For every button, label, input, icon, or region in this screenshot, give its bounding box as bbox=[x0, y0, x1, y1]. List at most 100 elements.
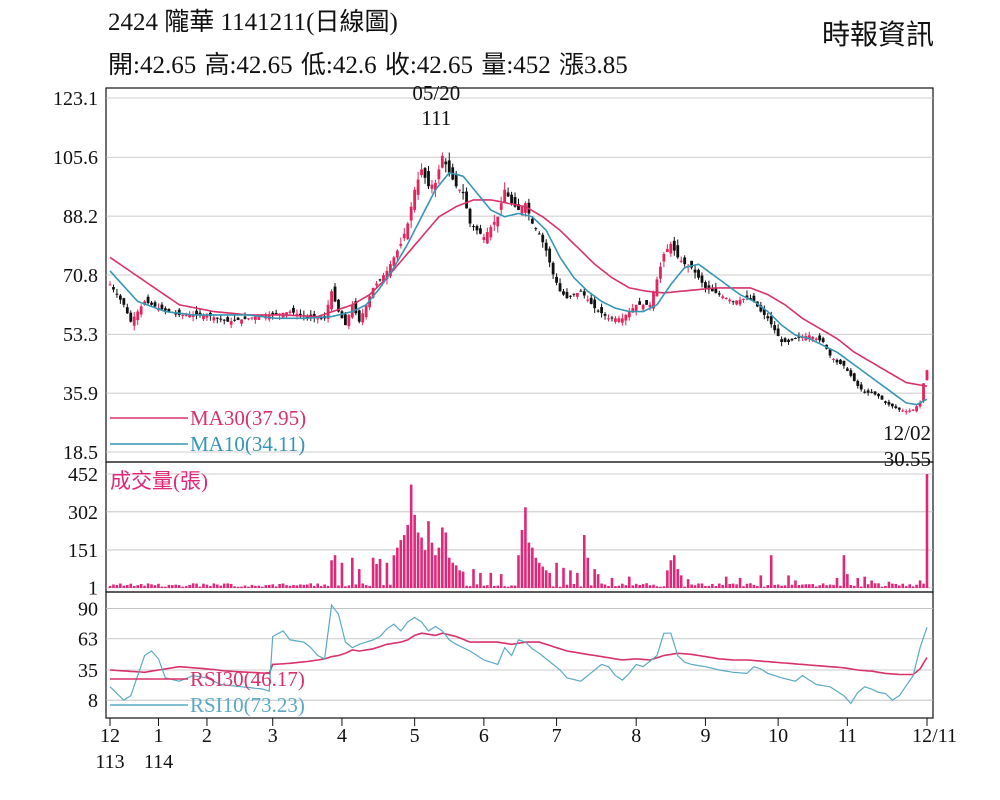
quote-2: 低:42.6 bbox=[300, 52, 383, 79]
volume-bar bbox=[146, 583, 150, 588]
candle-body bbox=[766, 316, 770, 319]
volume-bar bbox=[115, 584, 119, 588]
quote-5: 漲3.85 bbox=[559, 52, 628, 79]
candle-body bbox=[617, 318, 621, 322]
volume-bar bbox=[503, 586, 506, 588]
volume-bar bbox=[714, 586, 718, 588]
volume-bar bbox=[240, 586, 243, 588]
candle-body bbox=[665, 248, 669, 253]
volume-bar bbox=[406, 524, 410, 588]
volume-bar bbox=[299, 584, 302, 588]
x-month-label: 4 bbox=[337, 725, 347, 747]
volume-bar bbox=[371, 557, 375, 588]
volume-bar bbox=[486, 585, 489, 588]
volume-bar bbox=[472, 569, 475, 588]
volume-bar bbox=[555, 562, 558, 588]
candle-body bbox=[510, 194, 513, 204]
volume-bar bbox=[527, 542, 531, 588]
volume-bar bbox=[866, 584, 870, 588]
candle-body bbox=[607, 318, 610, 320]
candle-body bbox=[890, 403, 894, 407]
candle-body bbox=[354, 301, 358, 314]
candle-body bbox=[347, 314, 351, 327]
candle-body bbox=[150, 302, 153, 305]
candle-body bbox=[479, 228, 482, 234]
volume-bar bbox=[849, 584, 853, 588]
volume-bar bbox=[444, 532, 448, 588]
candle-body bbox=[222, 319, 226, 321]
candle-body bbox=[697, 269, 700, 278]
candle-body bbox=[897, 407, 901, 410]
candle-body bbox=[333, 286, 337, 302]
price-y-tick: 53.3 bbox=[63, 324, 98, 346]
volume-bar bbox=[797, 584, 801, 588]
volume-y-tick: 302 bbox=[68, 502, 98, 524]
candle-body bbox=[714, 288, 718, 293]
volume-bar bbox=[700, 583, 704, 588]
volume-bar bbox=[572, 584, 576, 588]
candle-body bbox=[177, 309, 181, 315]
candle-body bbox=[319, 317, 323, 319]
candle-body bbox=[482, 237, 486, 240]
candle-body bbox=[925, 370, 929, 381]
volume-bar bbox=[323, 584, 326, 588]
candle-body bbox=[181, 314, 185, 316]
candle-body bbox=[427, 171, 430, 187]
volume-bar bbox=[458, 570, 461, 588]
candle-body bbox=[700, 275, 704, 283]
candle-body bbox=[852, 373, 856, 381]
volume-bar bbox=[918, 580, 922, 588]
candle-body bbox=[492, 221, 496, 225]
volume-bar bbox=[908, 584, 911, 588]
volume-bar bbox=[925, 474, 929, 588]
volume-bar bbox=[749, 583, 752, 588]
volume-bar bbox=[423, 550, 427, 588]
volume-bar bbox=[233, 586, 236, 588]
rsi-y-tick: 90 bbox=[78, 599, 98, 621]
volume-bar bbox=[267, 584, 271, 588]
volume-bar bbox=[655, 586, 659, 588]
volume-bar bbox=[129, 583, 133, 588]
volume-bar bbox=[167, 584, 171, 588]
candle-body bbox=[472, 226, 475, 228]
price-y-tick: 18.5 bbox=[63, 442, 98, 464]
candle-body bbox=[485, 232, 489, 244]
volume-bar bbox=[537, 562, 541, 588]
volume-bar bbox=[254, 585, 257, 588]
volume-bar bbox=[821, 583, 825, 588]
candle-body bbox=[506, 192, 510, 197]
volume-bar bbox=[610, 577, 614, 588]
volume-bar bbox=[562, 567, 565, 588]
volume-bar bbox=[143, 585, 146, 588]
volume-bar bbox=[108, 585, 112, 588]
candle-body bbox=[596, 310, 600, 312]
volume-bar bbox=[212, 583, 216, 588]
rsi-line-rsi10 bbox=[109, 603, 928, 705]
quote-1: 高:42.65 bbox=[204, 52, 299, 79]
volume-bar bbox=[659, 586, 662, 588]
volume-bar bbox=[735, 584, 738, 588]
volume-bar bbox=[392, 555, 396, 588]
candle-body bbox=[690, 260, 693, 268]
volume-bar bbox=[769, 555, 773, 588]
candle-body bbox=[849, 370, 853, 376]
x-year-label: 114 bbox=[144, 751, 173, 773]
x-month-label: 6 bbox=[479, 725, 489, 747]
volume-bar bbox=[261, 586, 264, 588]
volume-bar bbox=[721, 584, 725, 588]
volume-bar bbox=[295, 585, 299, 588]
volume-bar bbox=[877, 583, 880, 588]
volume-bar bbox=[447, 557, 451, 588]
volume-bars bbox=[108, 474, 929, 588]
rsi-legend-label: RSI30(46.17) bbox=[190, 667, 305, 691]
x-month-label: 10 bbox=[768, 725, 788, 747]
volume-bar bbox=[717, 583, 721, 588]
volume-bar bbox=[312, 585, 316, 588]
candle-body bbox=[489, 226, 493, 238]
candle-body bbox=[721, 296, 725, 299]
candle-body bbox=[337, 299, 340, 312]
candle-body bbox=[710, 287, 714, 292]
volume-bar bbox=[794, 580, 797, 588]
candle-body bbox=[693, 269, 697, 273]
